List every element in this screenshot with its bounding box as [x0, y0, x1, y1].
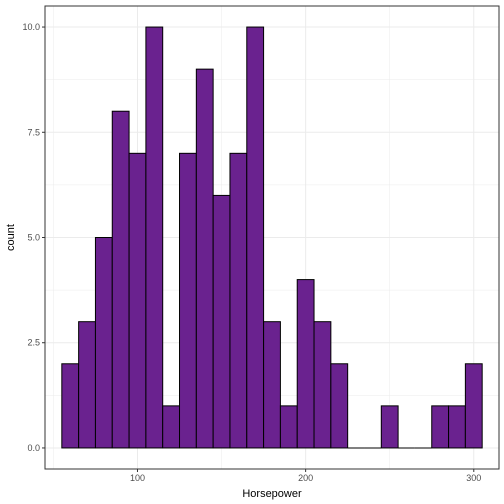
- histogram-bar: [78, 321, 96, 449]
- x-tick-label: 300: [466, 473, 481, 483]
- histogram-bar: [94, 237, 113, 449]
- histogram-bar: [111, 110, 130, 449]
- histogram-bar: [431, 405, 450, 449]
- x-axis: 100 200 300: [130, 469, 481, 483]
- x-tick-label: 200: [298, 473, 313, 483]
- histogram-bar: [179, 152, 197, 449]
- histogram-bar: [61, 363, 80, 449]
- histogram-bar: [162, 405, 181, 449]
- histogram-bar: [246, 26, 265, 449]
- y-tick-label: 5.0: [27, 233, 40, 243]
- y-axis: 0.0 2.5 5.0 7.5 10.0: [22, 22, 45, 453]
- histogram-bar: [380, 405, 399, 449]
- histogram-bar: [263, 321, 281, 449]
- histogram-bar: [195, 68, 214, 449]
- y-tick-label: 2.5: [27, 338, 40, 348]
- histogram-bar: [330, 363, 349, 449]
- histogram-bar: [212, 194, 231, 449]
- histogram-bar: [448, 405, 466, 449]
- histogram-bar: [128, 152, 147, 449]
- y-tick-label: 10.0: [22, 22, 40, 32]
- histogram-bar: [279, 405, 298, 449]
- x-tick-label: 100: [130, 473, 145, 483]
- x-axis-title: Horsepower: [242, 488, 302, 500]
- histogram-bar: [464, 363, 483, 449]
- histogram-bar: [145, 26, 164, 449]
- histogram-bars: [61, 26, 483, 449]
- histogram-bar: [296, 279, 315, 449]
- y-tick-label: 0.0: [27, 443, 40, 453]
- y-axis-title: count: [5, 224, 17, 251]
- y-tick-label: 7.5: [27, 127, 40, 137]
- histogram-bar: [313, 321, 332, 449]
- histogram-bar: [229, 152, 248, 449]
